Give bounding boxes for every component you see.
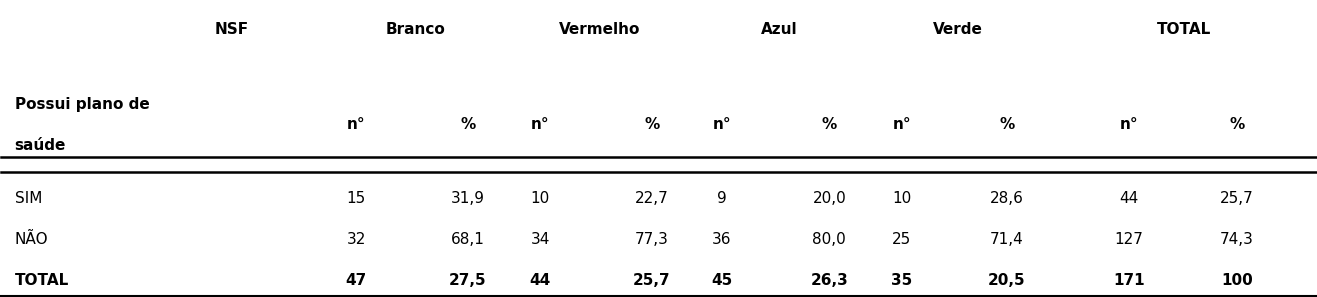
Text: 35: 35: [892, 274, 913, 288]
Text: n°: n°: [346, 117, 366, 132]
Text: Possui plano de: Possui plano de: [14, 97, 149, 112]
Text: %: %: [644, 117, 660, 132]
Text: 25,7: 25,7: [1220, 191, 1254, 206]
Text: %: %: [1229, 117, 1245, 132]
Text: 20,0: 20,0: [813, 191, 847, 206]
Text: %: %: [461, 117, 475, 132]
Text: 171: 171: [1113, 274, 1144, 288]
Text: Azul: Azul: [761, 22, 798, 37]
Text: 25,7: 25,7: [633, 274, 670, 288]
Text: 20,5: 20,5: [988, 274, 1026, 288]
Text: 9: 9: [716, 191, 727, 206]
Text: saúde: saúde: [14, 138, 66, 153]
Text: 10: 10: [892, 191, 911, 206]
Text: 15: 15: [346, 191, 366, 206]
Text: 44: 44: [529, 274, 551, 288]
Text: 32: 32: [346, 232, 366, 247]
Text: n°: n°: [893, 117, 911, 132]
Text: TOTAL: TOTAL: [1158, 22, 1212, 37]
Text: 68,1: 68,1: [450, 232, 485, 247]
Text: 28,6: 28,6: [990, 191, 1023, 206]
Text: n°: n°: [531, 117, 549, 132]
Text: 47: 47: [345, 274, 367, 288]
Text: %: %: [1000, 117, 1014, 132]
Text: Verde: Verde: [934, 22, 982, 37]
Text: 74,3: 74,3: [1220, 232, 1254, 247]
Text: Branco: Branco: [386, 22, 445, 37]
Text: n°: n°: [712, 117, 731, 132]
Text: 45: 45: [711, 274, 732, 288]
Text: TOTAL: TOTAL: [14, 274, 68, 288]
Text: SIM: SIM: [14, 191, 42, 206]
Text: 100: 100: [1221, 274, 1252, 288]
Text: 36: 36: [711, 232, 731, 247]
Text: 77,3: 77,3: [635, 232, 669, 247]
Text: 10: 10: [531, 191, 549, 206]
Text: 22,7: 22,7: [635, 191, 669, 206]
Text: NSF: NSF: [215, 22, 249, 37]
Text: 31,9: 31,9: [450, 191, 485, 206]
Text: NÃO: NÃO: [14, 232, 49, 247]
Text: 127: 127: [1114, 232, 1143, 247]
Text: 26,3: 26,3: [810, 274, 848, 288]
Text: n°: n°: [1119, 117, 1138, 132]
Text: 25: 25: [892, 232, 911, 247]
Text: 44: 44: [1119, 191, 1139, 206]
Text: Vermelho: Vermelho: [558, 22, 640, 37]
Text: %: %: [822, 117, 838, 132]
Text: 34: 34: [531, 232, 551, 247]
Text: 71,4: 71,4: [990, 232, 1023, 247]
Text: 27,5: 27,5: [449, 274, 487, 288]
Text: 80,0: 80,0: [813, 232, 847, 247]
